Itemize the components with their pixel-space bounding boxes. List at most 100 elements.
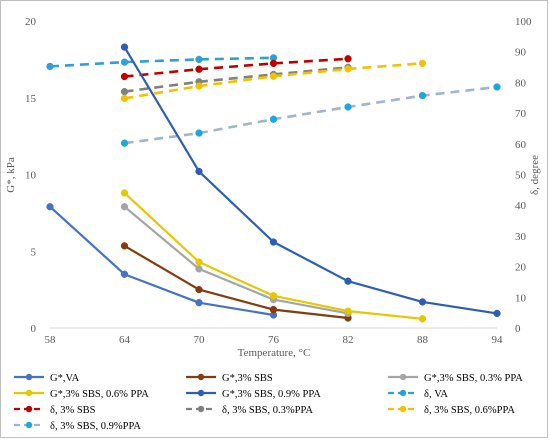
- x-axis-ticks: 58 64 70 76 82 88 94: [45, 334, 504, 346]
- data-point: [195, 299, 203, 307]
- legend-label: G*,3% SBS, 0.9% PPA: [222, 389, 321, 400]
- right-tick-label: 10: [515, 292, 527, 304]
- data-point: [269, 238, 278, 246]
- series-line: [124, 66, 349, 93]
- right-tick-label: 100: [515, 16, 532, 28]
- x-tick-label: 58: [45, 334, 57, 346]
- legend-item: δ, VA: [388, 389, 448, 400]
- left-tick-label: 10: [25, 170, 37, 182]
- right-tick-label: 60: [515, 139, 527, 151]
- legend-label: G*,3% SBS: [222, 373, 273, 384]
- data-point: [120, 72, 129, 81]
- left-axis-title: G*, kPa: [5, 157, 17, 193]
- legend-label: δ, 3% SBS: [50, 405, 96, 416]
- series-line: [123, 244, 349, 320]
- data-point: [120, 58, 129, 66]
- series-delta-6: [120, 55, 352, 81]
- legend-label: δ, 3% SBS, 0.6%PPA: [424, 405, 515, 416]
- data-point: [344, 65, 352, 73]
- data-point: [418, 315, 427, 323]
- legend-swatch-marker: [197, 389, 205, 397]
- series-gstar-0: [46, 203, 278, 319]
- series-delta-7: [120, 63, 352, 96]
- data-point: [344, 307, 352, 315]
- data-point: [195, 65, 203, 73]
- data-point: [195, 258, 203, 266]
- right-axis-ticks: 0 10 20 30 40 50 60 70 80 90 100: [515, 16, 532, 335]
- series-line: [123, 46, 498, 315]
- right-tick-label: 90: [515, 47, 527, 59]
- legend-swatch-marker: [25, 405, 33, 413]
- legend: G*,VA G*,3% SBS G*,3% SBS, 0.3% PPA G*,3% S…: [14, 373, 523, 432]
- right-tick-label: 30: [515, 231, 527, 243]
- legend-label: G*,VA: [50, 373, 80, 384]
- data-point: [120, 270, 129, 278]
- legend-swatch-marker: [399, 373, 407, 381]
- legend-swatch-marker: [399, 405, 407, 413]
- legend-swatch-marker: [399, 389, 407, 397]
- series-delta-5: [46, 54, 278, 71]
- legend-swatch-marker: [25, 373, 33, 381]
- data-point: [120, 94, 129, 103]
- x-tick-label: 94: [492, 334, 504, 346]
- legend-swatch-marker: [25, 389, 33, 397]
- data-point: [120, 189, 129, 197]
- data-point: [46, 203, 54, 211]
- data-point: [269, 305, 278, 314]
- data-point: [120, 43, 129, 51]
- legend-swatch-marker: [197, 373, 205, 381]
- data-point: [269, 59, 278, 68]
- legend-item: G*,VA: [14, 373, 80, 384]
- data-point: [195, 129, 203, 137]
- data-point: [120, 87, 129, 96]
- series-delta-8: [120, 59, 427, 103]
- series-gstar-4: [120, 43, 501, 318]
- legend-item: G*,3% SBS, 0.9% PPA: [186, 389, 321, 400]
- x-axis-title: Temperature, °C: [238, 347, 311, 359]
- legend-label: G*,3% SBS, 0.6% PPA: [50, 389, 149, 400]
- left-tick-label: 5: [31, 246, 37, 258]
- legend-item: δ, 3% SBS, 0.9%PPA: [14, 421, 141, 432]
- legend-item: G*,3% SBS, 0.6% PPA: [14, 389, 149, 400]
- right-tick-label: 0: [515, 323, 521, 335]
- right-tick-label: 40: [515, 200, 527, 212]
- legend-item: G*,3% SBS, 0.3% PPA: [388, 373, 523, 384]
- series-line: [123, 205, 349, 315]
- data-point: [344, 55, 352, 63]
- data-point: [344, 277, 352, 285]
- series-gstar-3: [120, 189, 427, 323]
- legend-label: δ, 3% SBS, 0.3%PPA: [222, 405, 313, 416]
- series-line: [49, 56, 274, 68]
- right-tick-label: 70: [515, 108, 527, 120]
- series-line: [49, 205, 274, 317]
- legend-swatch-marker: [25, 421, 33, 429]
- x-tick-label: 70: [194, 334, 206, 346]
- data-point: [120, 203, 129, 211]
- legend-item: δ, 3% SBS: [14, 405, 96, 416]
- left-tick-label: 0: [31, 323, 37, 335]
- legend-item: δ, 3% SBS, 0.3%PPA: [186, 405, 313, 416]
- data-point: [418, 298, 427, 306]
- data-point: [120, 242, 129, 250]
- data-point: [120, 139, 129, 147]
- x-tick-label: 88: [417, 334, 429, 346]
- series-layer: [46, 43, 501, 323]
- legend-label: δ, VA: [424, 389, 448, 400]
- data-point: [46, 62, 54, 71]
- legend-label: δ, 3% SBS, 0.9%PPA: [50, 421, 141, 432]
- right-tick-label: 50: [515, 170, 527, 182]
- legend-item: δ, 3% SBS, 0.6%PPA: [388, 405, 515, 416]
- left-tick-label: 20: [25, 16, 37, 28]
- data-point: [195, 55, 203, 64]
- series-delta-9: [120, 83, 501, 147]
- right-tick-label: 80: [515, 77, 527, 89]
- data-point: [344, 103, 352, 111]
- data-point: [269, 72, 278, 80]
- x-tick-label: 82: [343, 334, 354, 346]
- legend-item: G*,3% SBS: [186, 373, 273, 384]
- right-axis-title: δ, degree: [529, 155, 541, 195]
- x-tick-label: 76: [268, 334, 280, 346]
- data-point: [493, 83, 501, 91]
